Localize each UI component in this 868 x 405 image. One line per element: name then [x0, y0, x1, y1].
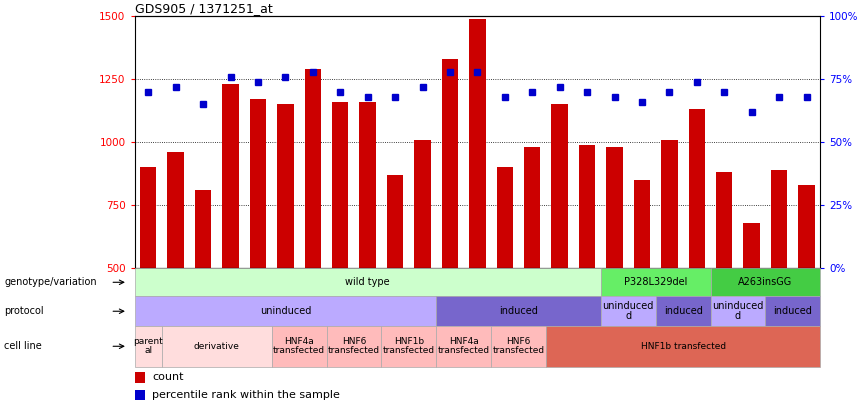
Bar — [272, 326, 326, 367]
Bar — [716, 173, 733, 268]
Text: induced: induced — [664, 306, 702, 316]
Text: count: count — [152, 372, 183, 382]
Bar — [195, 190, 211, 268]
Bar — [551, 104, 568, 268]
Bar — [332, 102, 348, 268]
Bar — [414, 140, 431, 268]
Bar — [437, 326, 491, 367]
Bar — [437, 296, 601, 326]
Text: GDS905 / 1371251_at: GDS905 / 1371251_at — [135, 2, 273, 15]
Bar — [661, 140, 678, 268]
Text: P328L329del: P328L329del — [624, 277, 687, 287]
Bar — [359, 102, 376, 268]
Text: induced: induced — [773, 306, 812, 316]
Bar — [711, 268, 820, 296]
Text: HNF4a
transfected: HNF4a transfected — [437, 337, 490, 355]
Bar — [222, 84, 239, 268]
Bar — [135, 390, 145, 401]
Text: uninduced: uninduced — [260, 306, 311, 316]
Bar — [524, 147, 541, 268]
Bar — [250, 99, 266, 268]
Text: HNF1b
transfected: HNF1b transfected — [383, 337, 435, 355]
Text: HNF6
transfected: HNF6 transfected — [492, 337, 544, 355]
Text: HNF4a
transfected: HNF4a transfected — [273, 337, 326, 355]
Bar — [496, 167, 513, 268]
Text: genotype/variation: genotype/variation — [4, 277, 97, 287]
Text: induced: induced — [499, 306, 538, 316]
Bar — [601, 268, 711, 296]
Text: HNF1b transfected: HNF1b transfected — [641, 342, 726, 351]
Bar — [688, 109, 705, 268]
Text: wild type: wild type — [345, 277, 390, 287]
Bar — [771, 170, 787, 268]
Bar — [135, 268, 601, 296]
Text: derivative: derivative — [194, 342, 240, 351]
Bar — [162, 326, 272, 367]
Text: HNF6
transfected: HNF6 transfected — [328, 337, 380, 355]
Bar — [799, 185, 815, 268]
Bar — [655, 296, 711, 326]
Bar — [442, 59, 458, 268]
Bar — [381, 326, 437, 367]
Bar — [135, 372, 145, 383]
Bar — [491, 326, 546, 367]
Bar — [135, 296, 437, 326]
Bar — [607, 147, 622, 268]
Bar — [579, 145, 595, 268]
Text: uninduced
d: uninduced d — [602, 301, 654, 321]
Bar — [326, 326, 381, 367]
Bar — [546, 326, 820, 367]
Text: A263insGG: A263insGG — [739, 277, 792, 287]
Text: cell line: cell line — [4, 341, 42, 351]
Text: uninduced
d: uninduced d — [713, 301, 764, 321]
Bar — [766, 296, 820, 326]
Bar — [387, 175, 404, 268]
Text: protocol: protocol — [4, 306, 44, 316]
Bar — [470, 19, 485, 268]
Bar — [744, 223, 760, 268]
Bar — [168, 152, 184, 268]
Bar — [711, 296, 766, 326]
Text: percentile rank within the sample: percentile rank within the sample — [152, 390, 339, 400]
Bar — [305, 69, 321, 268]
Bar — [135, 326, 162, 367]
Bar — [140, 167, 156, 268]
Bar — [277, 104, 293, 268]
Text: parent
al: parent al — [134, 337, 163, 355]
Bar — [634, 180, 650, 268]
Bar — [601, 296, 655, 326]
